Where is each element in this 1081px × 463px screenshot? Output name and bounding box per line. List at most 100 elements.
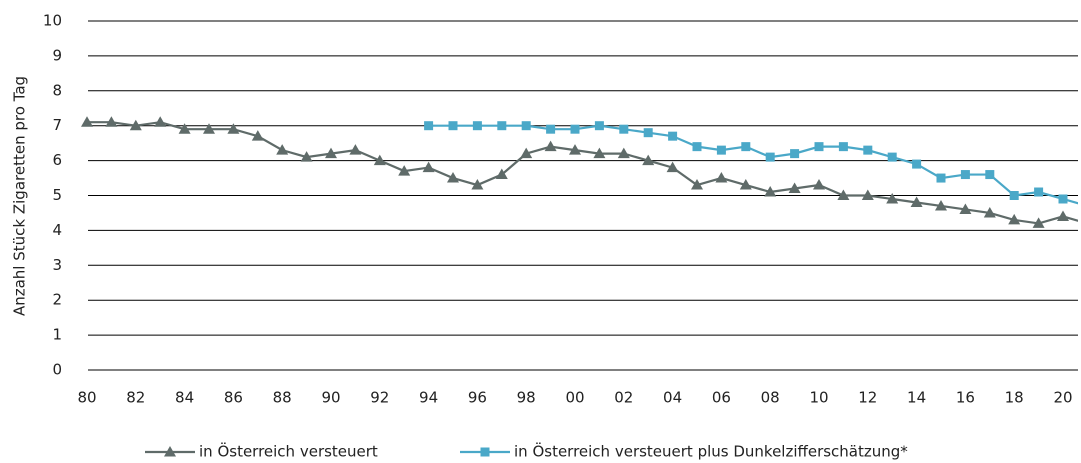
- x-tick-label: 96: [468, 389, 487, 407]
- data-point: [227, 123, 240, 134]
- data-point: [983, 206, 996, 218]
- legend-swatch-marker: [164, 446, 176, 457]
- data-point: [424, 121, 434, 131]
- data-point: [863, 145, 873, 155]
- x-tick-label: 80: [77, 389, 96, 407]
- data-point: [788, 182, 801, 194]
- x-tick-label: 14: [907, 389, 926, 407]
- data-point: [544, 140, 557, 152]
- y-tick-label: 5: [52, 186, 62, 204]
- y-tick-label: 8: [52, 81, 62, 99]
- data-point: [178, 123, 191, 134]
- y-tick-label: 3: [52, 256, 62, 274]
- data-point: [959, 203, 972, 214]
- data-point: [837, 189, 850, 200]
- data-point: [741, 142, 751, 152]
- data-point: [910, 196, 923, 207]
- data-point: [765, 152, 775, 162]
- data-point: [1009, 191, 1019, 200]
- data-point: [325, 147, 337, 159]
- data-point: [1008, 213, 1021, 225]
- x-tick-label: 04: [663, 389, 682, 407]
- data-point: [546, 124, 556, 134]
- x-tick-label: 92: [370, 389, 389, 407]
- y-tick-label: 7: [52, 116, 62, 134]
- x-tick-label: 84: [175, 389, 194, 407]
- data-point: [398, 165, 411, 176]
- y-tick-label: 4: [52, 221, 62, 239]
- data-point: [912, 159, 922, 169]
- data-point: [691, 179, 703, 190]
- data-point: [1058, 194, 1068, 204]
- data-point: [692, 142, 702, 152]
- data-point: [764, 186, 777, 197]
- data-point: [886, 192, 899, 204]
- data-point: [668, 131, 678, 141]
- data-point: [422, 161, 435, 173]
- data-point: [960, 170, 970, 180]
- x-tick-label: 12: [858, 389, 877, 407]
- data-point: [300, 151, 313, 162]
- x-tick-label: 02: [614, 389, 633, 407]
- data-point: [81, 116, 93, 127]
- series-line: [87, 121, 1078, 225]
- data-point: [985, 170, 995, 180]
- x-tick-label: 18: [1005, 389, 1024, 407]
- data-point: [666, 161, 679, 173]
- data-point: [935, 199, 947, 211]
- x-tick-label: 94: [419, 389, 438, 407]
- x-tick-label: 90: [321, 389, 340, 407]
- data-point: [569, 144, 581, 155]
- x-tick-label: 08: [761, 389, 780, 407]
- x-tick-label: 06: [712, 389, 731, 407]
- data-point: [251, 130, 264, 141]
- data-point: [861, 189, 874, 200]
- data-point: [154, 116, 167, 127]
- x-tick-label: 10: [809, 389, 828, 407]
- data-point: [129, 119, 142, 131]
- data-point: [495, 168, 508, 180]
- y-tick-label: 0: [52, 361, 62, 379]
- y-tick-label: 2: [52, 291, 62, 309]
- y-tick-label: 10: [43, 12, 62, 30]
- data-point: [105, 116, 118, 127]
- legend-label: in Österreich versteuert: [199, 442, 378, 461]
- data-point: [838, 142, 848, 152]
- series-line: [428, 124, 1078, 205]
- data-point: [373, 154, 386, 166]
- y-axis-label: Anzahl Stück Zigaretten pro Tag: [11, 76, 29, 316]
- data-point: [447, 172, 459, 183]
- data-point: [617, 147, 630, 159]
- data-point: [715, 172, 728, 183]
- data-point: [790, 149, 800, 159]
- x-tick-label: 16: [956, 389, 975, 407]
- data-point: [521, 121, 531, 131]
- data-point: [887, 152, 897, 162]
- data-point: [203, 123, 215, 134]
- data-point: [520, 147, 533, 159]
- legend-swatch-marker: [480, 447, 490, 457]
- x-tick-label: 20: [1053, 389, 1072, 407]
- data-point: [642, 154, 655, 166]
- data-point: [619, 124, 629, 134]
- data-point: [1057, 210, 1069, 221]
- data-point: [570, 124, 580, 134]
- y-tick-label: 9: [52, 46, 62, 64]
- data-point: [497, 121, 507, 131]
- data-point: [594, 121, 604, 131]
- data-point: [739, 179, 752, 190]
- x-tick-label: 82: [126, 389, 145, 407]
- data-point: [276, 144, 289, 155]
- y-tick-label: 1: [52, 326, 62, 344]
- data-point: [813, 179, 825, 190]
- x-tick-label: 86: [224, 389, 243, 407]
- data-point: [593, 147, 606, 159]
- data-point: [814, 142, 824, 152]
- y-tick-label: 6: [52, 151, 62, 169]
- legend-label: in Österreich versteuert plus Dunkelziff…: [514, 442, 908, 461]
- data-point: [936, 173, 946, 183]
- legend: in Österreich versteuert in Österreich ve…: [145, 442, 908, 461]
- data-point: [448, 121, 458, 131]
- x-tick-label: 00: [565, 389, 584, 407]
